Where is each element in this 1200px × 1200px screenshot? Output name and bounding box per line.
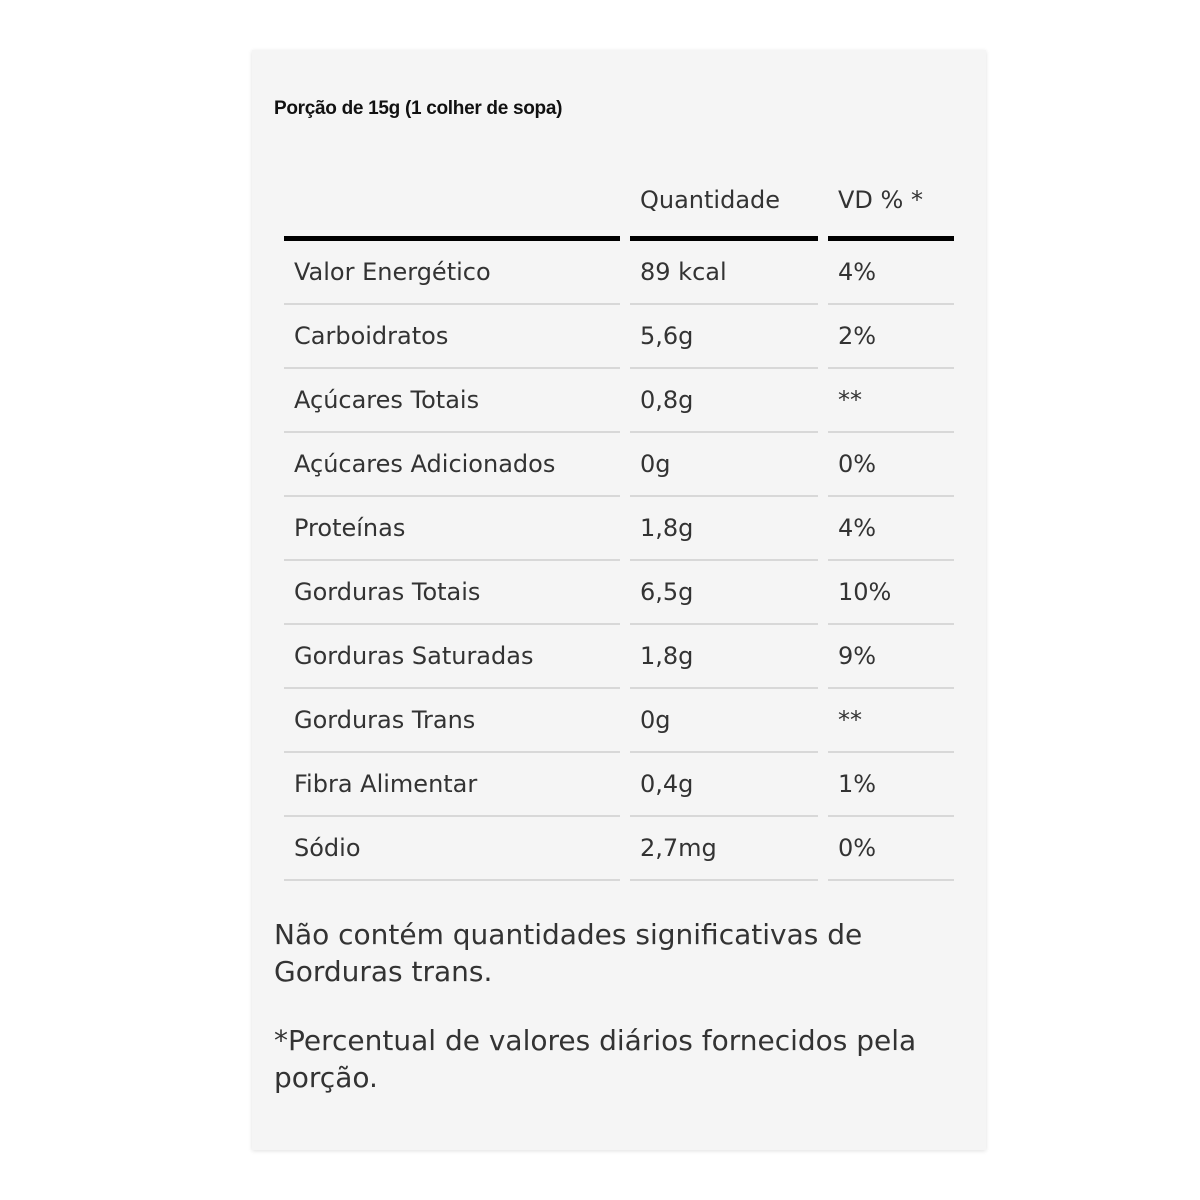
daily-value: **	[828, 369, 954, 433]
daily-value: 2%	[828, 305, 954, 369]
daily-value: 4%	[828, 497, 954, 561]
nutrient-name: Açúcares Totais	[284, 369, 620, 433]
header-daily-value: VD % *	[828, 178, 954, 241]
header-quantity: Quantidade	[630, 178, 818, 241]
quantity: 1,8g	[630, 625, 818, 689]
daily-value: 1%	[828, 753, 954, 817]
daily-value: 0%	[828, 817, 954, 881]
daily-value: 10%	[828, 561, 954, 625]
table-row: Fibra Alimentar 0,4g 1%	[284, 753, 954, 817]
table-row: Açúcares Totais 0,8g **	[284, 369, 954, 433]
table-row: Açúcares Adicionados 0g 0%	[284, 433, 954, 497]
nutrient-name: Valor Energético	[284, 241, 620, 305]
table-row: Gorduras Trans 0g **	[284, 689, 954, 753]
nutrient-name: Gorduras Saturadas	[284, 625, 620, 689]
nutrient-name: Açúcares Adicionados	[284, 433, 620, 497]
header-nutrient	[284, 178, 620, 241]
nutrition-card: Porção de 15g (1 colher de sopa) Quantid…	[252, 50, 986, 1150]
nutrient-name: Gorduras Totais	[284, 561, 620, 625]
table-row: Proteínas 1,8g 4%	[284, 497, 954, 561]
quantity: 0,4g	[630, 753, 818, 817]
quantity: 0,8g	[630, 369, 818, 433]
portion-size: Porção de 15g (1 colher de sopa)	[274, 98, 563, 119]
table-row: Valor Energético 89 kcal 4%	[284, 241, 954, 305]
quantity: 89 kcal	[630, 241, 818, 305]
nutrient-name: Fibra Alimentar	[284, 753, 620, 817]
table-row: Carboidratos 5,6g 2%	[284, 305, 954, 369]
daily-value: 4%	[828, 241, 954, 305]
quantity: 1,8g	[630, 497, 818, 561]
nutrient-name: Proteínas	[284, 497, 620, 561]
table-header-row: Quantidade VD % *	[284, 178, 954, 241]
quantity: 0g	[630, 689, 818, 753]
quantity: 6,5g	[630, 561, 818, 625]
table-row: Sódio 2,7mg 0%	[284, 817, 954, 881]
daily-value: 0%	[828, 433, 954, 497]
quantity: 0g	[630, 433, 818, 497]
quantity: 2,7mg	[630, 817, 818, 881]
nutrient-name: Gorduras Trans	[284, 689, 620, 753]
nutrient-name: Carboidratos	[284, 305, 620, 369]
nutrition-table: Quantidade VD % * Valor Energético 89 kca…	[274, 178, 964, 881]
daily-value: **	[828, 689, 954, 753]
trans-fat-note: Não contém quantidades significativas de…	[274, 918, 863, 988]
table-row: Gorduras Saturadas 1,8g 9%	[284, 625, 954, 689]
table-row: Gorduras Totais 6,5g 10%	[284, 561, 954, 625]
nutrient-name: Sódio	[284, 817, 620, 881]
daily-value-footnote: *Percentual de valores diários fornecido…	[274, 1024, 917, 1094]
daily-value: 9%	[828, 625, 954, 689]
quantity: 5,6g	[630, 305, 818, 369]
